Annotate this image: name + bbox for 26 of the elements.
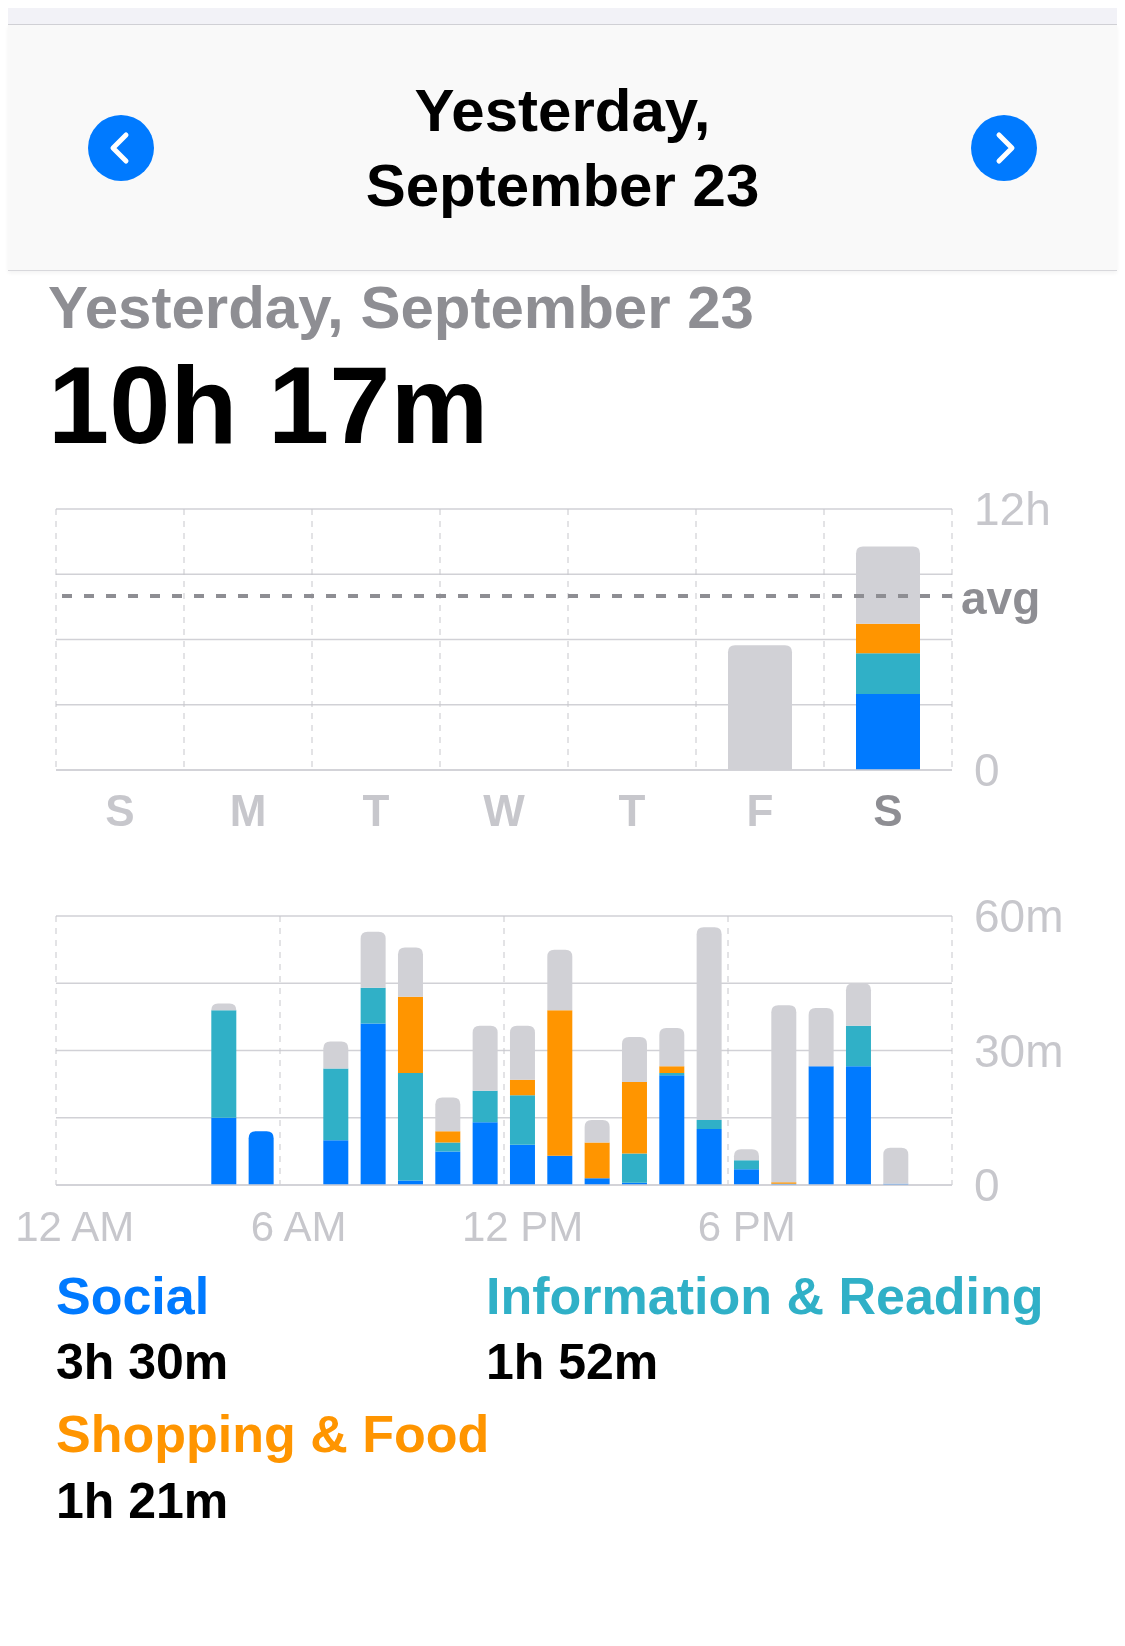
x-tick-label: 12 PM bbox=[461, 1202, 584, 1250]
x-tick-label: M bbox=[229, 785, 267, 835]
x-tick-label: 6 AM bbox=[250, 1202, 347, 1250]
x-tick-label: F bbox=[746, 785, 774, 835]
x-tick-label: S bbox=[873, 785, 903, 835]
text: 3h 30m bbox=[56, 1333, 230, 1393]
series-label: Social bbox=[56, 1265, 211, 1327]
y-tick-label: 12h bbox=[974, 482, 1051, 535]
ref-line-label: avg bbox=[961, 571, 1041, 624]
x-tick-label: T bbox=[362, 785, 390, 835]
chart-title: Yesterday, September 23 bbox=[364, 75, 761, 221]
x-tick-label: T bbox=[618, 785, 646, 835]
y-tick-label: 30m bbox=[974, 1024, 1064, 1076]
text: Information & Reading bbox=[486, 1265, 1045, 1327]
text: 10h 17m bbox=[48, 342, 490, 468]
text: 1h 21m bbox=[56, 1471, 230, 1531]
text: 1h 52m bbox=[486, 1333, 660, 1393]
y-tick-label: 0 bbox=[974, 743, 1000, 796]
y-tick-label: 60m bbox=[974, 889, 1064, 942]
x-tick-label: 6 PM bbox=[697, 1202, 796, 1250]
y-tick-label: 0 bbox=[974, 1158, 1000, 1211]
x-tick-label: S bbox=[105, 785, 135, 835]
x-tick-label: W bbox=[483, 785, 526, 835]
x-tick-label: 12 AM bbox=[15, 1202, 135, 1250]
chart-subtitle: Yesterday, September 23 bbox=[48, 273, 755, 342]
text: Shopping & Food bbox=[56, 1404, 490, 1466]
